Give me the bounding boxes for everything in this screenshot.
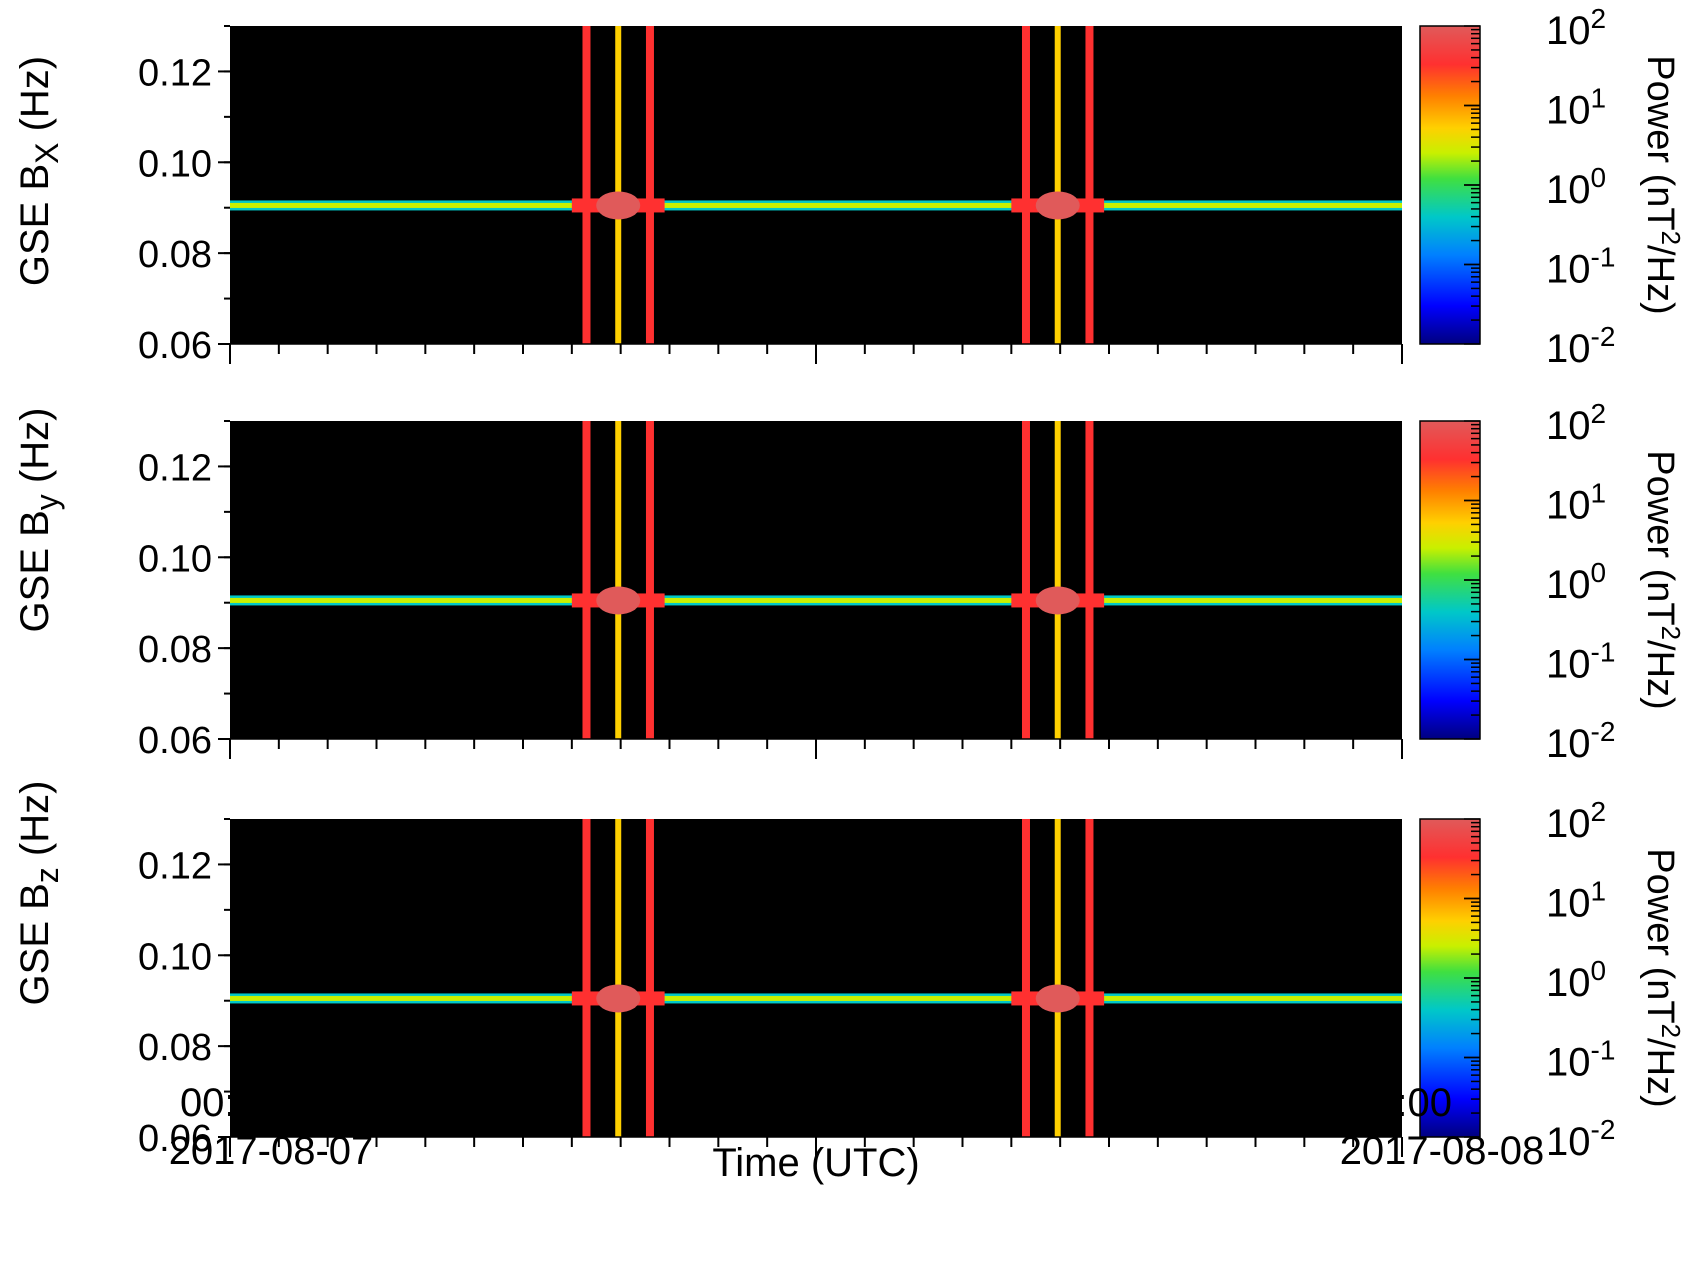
colorbar-tick-label: 102 bbox=[1546, 3, 1606, 53]
band-edge bbox=[1085, 26, 1094, 344]
y-tick-label: 0.08 bbox=[138, 234, 212, 276]
y-tick-label: 0.12 bbox=[138, 52, 212, 94]
band-core bbox=[615, 26, 622, 344]
colorbar-tick-label: 100 bbox=[1546, 162, 1606, 212]
spectrogram-bx bbox=[230, 26, 1402, 344]
y-tick-label: 0.06 bbox=[138, 325, 212, 367]
y-ticks-bx: 0.06 0.08 0.10 0.12 bbox=[138, 25, 230, 367]
band-edge bbox=[645, 26, 654, 344]
colorbar-tick-label: 10-2 bbox=[1546, 321, 1615, 371]
colorbar-tick-label: 101 bbox=[1546, 83, 1606, 133]
band-core bbox=[1054, 26, 1061, 344]
panel-bx: 0.060.080.100.12 GSE BX (Hz) 10210110010… bbox=[13, 3, 1686, 371]
colorbar-bx: 102 101 100 10-1 10-2 Power (nT2/Hz) bbox=[1419, 3, 1686, 371]
y-tick-label: 0.10 bbox=[138, 143, 212, 185]
spectrogram-by bbox=[230, 421, 1402, 739]
y-axis-label-bx: GSE BX (Hz) bbox=[13, 56, 65, 286]
spectral-line-hotspot bbox=[1035, 191, 1080, 220]
colorbar-tick-label: 10-1 bbox=[1546, 242, 1615, 292]
band-edge bbox=[1021, 26, 1030, 344]
plot-background bbox=[230, 26, 1402, 344]
spectral-line bbox=[230, 202, 1402, 208]
panel-by: 0.060.080.100.12 GSE By (Hz) 10210110010… bbox=[13, 398, 1686, 766]
spectral-line-hotspot bbox=[596, 191, 641, 220]
plot-background bbox=[230, 421, 1402, 739]
colorbar-label: Power (nT2/Hz) bbox=[1639, 55, 1686, 314]
x-ticks-bx bbox=[229, 343, 1403, 364]
colorbar-gradient bbox=[1419, 25, 1481, 345]
band-edge bbox=[582, 26, 591, 344]
